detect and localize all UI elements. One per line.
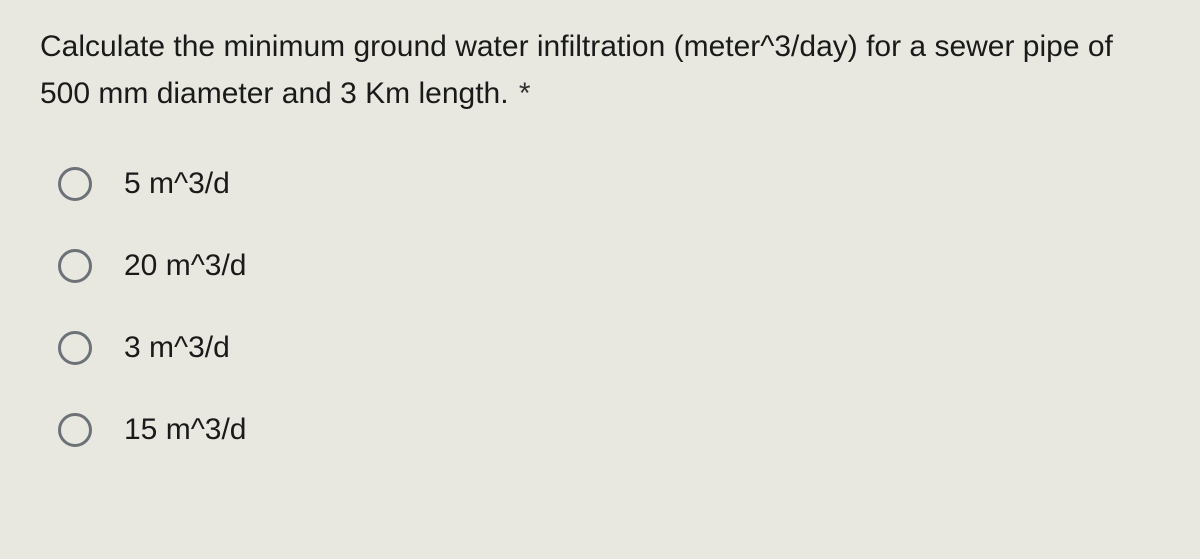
option-1[interactable]: 20 m^3/d [58, 249, 1160, 283]
question-body: Calculate the minimum ground water infil… [40, 30, 1113, 110]
option-2[interactable]: 3 m^3/d [58, 331, 1160, 365]
question-text: Calculate the minimum ground water infil… [40, 24, 1160, 117]
radio-icon[interactable] [58, 331, 92, 365]
required-asterisk: * [519, 77, 531, 110]
radio-icon[interactable] [58, 249, 92, 283]
option-label: 5 m^3/d [124, 167, 230, 201]
option-0[interactable]: 5 m^3/d [58, 167, 1160, 201]
radio-icon[interactable] [58, 413, 92, 447]
option-label: 20 m^3/d [124, 249, 246, 283]
option-3[interactable]: 15 m^3/d [58, 413, 1160, 447]
option-label: 3 m^3/d [124, 331, 230, 365]
options-group: 5 m^3/d 20 m^3/d 3 m^3/d 15 m^3/d [40, 167, 1160, 447]
option-label: 15 m^3/d [124, 413, 246, 447]
radio-icon[interactable] [58, 167, 92, 201]
